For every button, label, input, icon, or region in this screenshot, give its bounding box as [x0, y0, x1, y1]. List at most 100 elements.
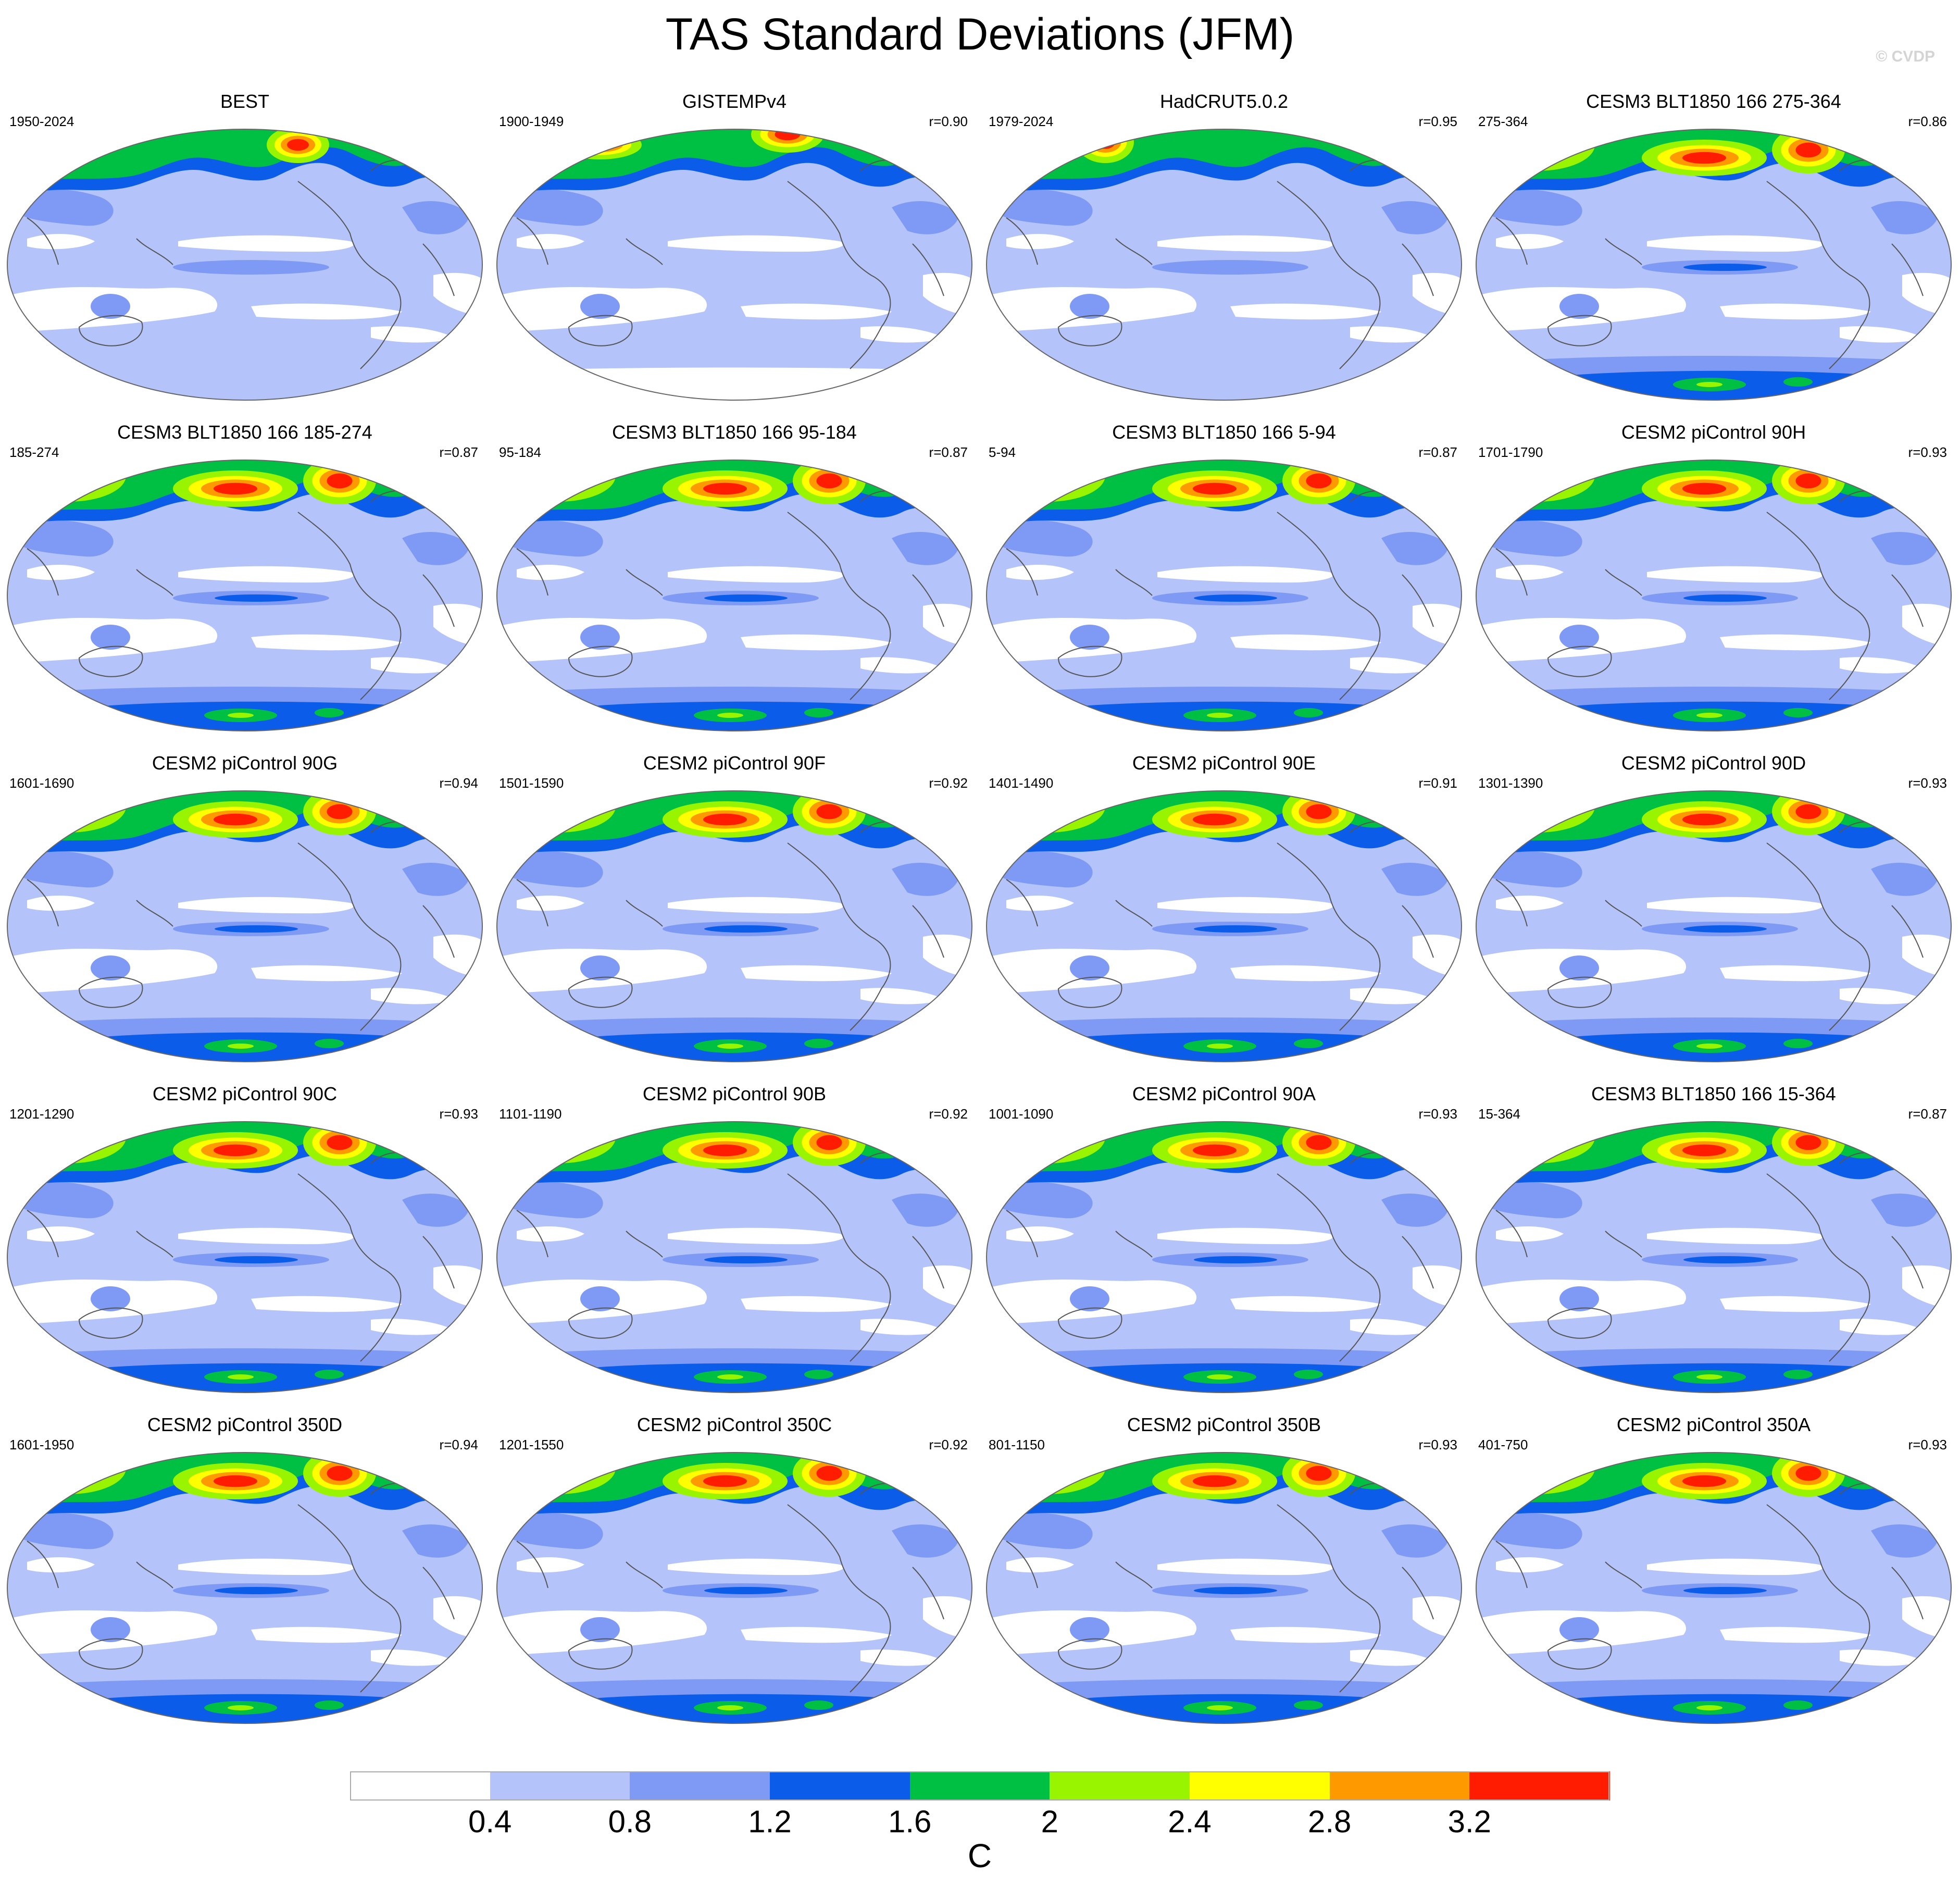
- coastline: [1006, 217, 1038, 265]
- coastline: [1605, 1561, 1642, 1588]
- coastline: [1277, 1504, 1381, 1693]
- field-patch: [1381, 1194, 1449, 1227]
- field-low-band: [371, 1649, 454, 1666]
- coastline: [1277, 512, 1381, 700]
- coastline: [1057, 976, 1122, 1008]
- field-enso-core: [1683, 1587, 1767, 1594]
- coastline: [787, 181, 891, 369]
- field-enso-core: [704, 594, 788, 602]
- robinson-map: [1476, 1452, 1952, 1724]
- field-patch: [1559, 294, 1599, 319]
- field-antarctic-core: [1783, 1039, 1813, 1048]
- field-low-band: [178, 1227, 354, 1245]
- panel-correlation: r=0.87: [929, 444, 968, 460]
- coastline: [1115, 1561, 1153, 1588]
- coastline: [1547, 976, 1612, 1008]
- colorbar-box: [770, 1771, 910, 1801]
- coastline: [1057, 1307, 1122, 1339]
- map-field: [497, 1453, 972, 1723]
- field-patch: [17, 190, 114, 226]
- map-field: [497, 791, 972, 1062]
- field-enso-core: [704, 1587, 788, 1594]
- field-hotspot: [51, 138, 77, 152]
- field-low-band: [1840, 326, 1923, 343]
- field-low-band: [517, 1226, 584, 1242]
- field-low-band: [1496, 233, 1564, 250]
- field-low-band: [1230, 634, 1381, 651]
- colorbar-units-label: C: [967, 1837, 992, 1874]
- field-hotspot: [585, 140, 615, 150]
- panel-correlation: r=0.87: [439, 444, 478, 460]
- coastline: [1766, 181, 1870, 369]
- field-hotspot: [527, 1455, 590, 1481]
- field-low-band: [371, 988, 454, 1004]
- field-patch: [91, 625, 130, 650]
- field-low-band: [1647, 1558, 1823, 1575]
- map-panel: CESM2 piControl 90B 1101-1190 r=0.92: [490, 1081, 979, 1409]
- coastline: [1605, 900, 1642, 927]
- coastline: [422, 905, 455, 958]
- coastline: [1766, 1173, 1870, 1362]
- coastline: [1277, 842, 1381, 1031]
- map-field: [7, 1453, 482, 1723]
- field-antarctic-core: [315, 1039, 344, 1048]
- field-low-band: [251, 965, 402, 982]
- map-field: [7, 129, 482, 400]
- coastline: [1402, 1236, 1434, 1289]
- coastline: [787, 512, 891, 700]
- panel-period: 801-1150: [989, 1437, 1045, 1453]
- field-hotspot: [1193, 482, 1237, 495]
- coastline: [1495, 548, 1528, 596]
- field-enso-core: [215, 1587, 298, 1594]
- field-hotspot: [455, 460, 474, 472]
- field-low-band: [1496, 1557, 1564, 1573]
- field-patch: [1070, 1286, 1109, 1311]
- field-hotspot: [1795, 1466, 1821, 1481]
- coastline: [568, 1638, 633, 1670]
- robinson-map: [986, 129, 1462, 401]
- field-antarctic-core: [228, 1374, 254, 1380]
- robinson-map: [7, 1452, 483, 1724]
- coastline: [568, 1307, 633, 1339]
- map-panel: CESM2 piControl 90A 1001-1090 r=0.93: [979, 1081, 1469, 1409]
- coastline: [1115, 238, 1153, 265]
- field-antarctic-core: [1696, 713, 1722, 718]
- field-low-band: [1496, 1226, 1564, 1242]
- coastline: [27, 548, 59, 596]
- field-low-band: [741, 1627, 892, 1643]
- field-hotspot: [945, 791, 964, 803]
- field-enso-core: [1194, 1256, 1277, 1263]
- coastline: [136, 900, 173, 927]
- coastline: [516, 1210, 548, 1258]
- colorbar-tick-label: 1.6: [888, 1804, 932, 1839]
- panel-correlation: r=0.92: [929, 1437, 968, 1453]
- map-panel: GISTEMPv4 1900-1949 r=0.90: [490, 89, 979, 417]
- map-edge: [496, 460, 972, 731]
- field-antarctic-core: [228, 1044, 254, 1049]
- field-antarctic-core: [717, 713, 743, 718]
- field-low-band: [860, 326, 944, 343]
- field-patch: [1871, 532, 1939, 565]
- field-antarctic-core: [717, 1705, 743, 1710]
- field-low-band: [668, 235, 844, 252]
- coastline: [787, 1173, 891, 1362]
- coastline: [1057, 1638, 1122, 1670]
- field-patch: [892, 201, 959, 234]
- field-hotspot: [214, 1475, 257, 1487]
- field-hotspot: [1506, 463, 1569, 489]
- robinson-map: [1476, 460, 1952, 731]
- field-enso-core: [1683, 264, 1767, 271]
- field-patch: [1559, 1286, 1599, 1311]
- field-hotspot: [1016, 1124, 1080, 1150]
- field-low-band: [1230, 1627, 1381, 1643]
- map-field: [7, 460, 482, 731]
- field-patch: [1871, 201, 1939, 234]
- field-low-band: [1157, 235, 1333, 252]
- coastline: [422, 243, 455, 296]
- robinson-map: [496, 1452, 972, 1724]
- field-patch: [996, 1513, 1093, 1549]
- field-patch: [1559, 955, 1599, 980]
- coastline: [422, 574, 455, 627]
- panel-correlation: r=0.92: [929, 775, 968, 791]
- colorbar-box: [490, 1771, 631, 1801]
